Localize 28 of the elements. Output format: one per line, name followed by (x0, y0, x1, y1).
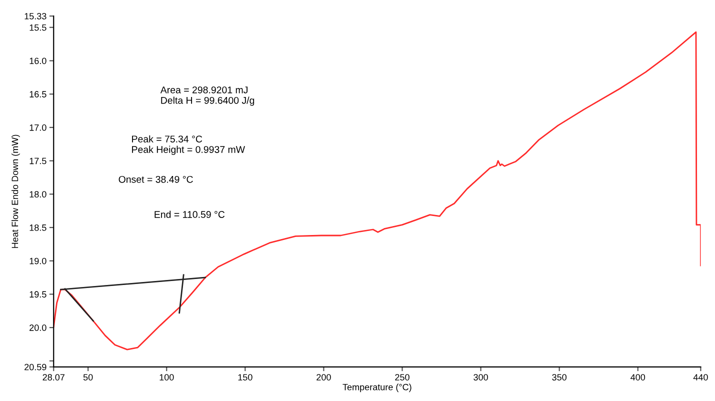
y-tick-label: 17.0 (30, 124, 46, 131)
annotation: Peak = 75.34 °C Peak Height = 0.9937 mW (132, 135, 245, 155)
y-tick-label: 20.59 (24, 364, 46, 370)
y-tick-label: 20.0 (30, 324, 46, 331)
x-tick-label: 100 (160, 374, 174, 380)
y-tick-label: 16.5 (30, 91, 46, 98)
y-tick-label: 15.5 (30, 24, 46, 31)
x-tick-label: 300 (474, 374, 488, 380)
y-tick-label: 17.5 (30, 158, 46, 164)
x-tick-label: 150 (238, 374, 252, 380)
x-tick-label: 200 (316, 374, 331, 380)
y-tick-label: 15.33 (24, 13, 46, 20)
x-tick-label: 440 (693, 374, 708, 380)
annotation: Area = 298.9201 mJ Delta H = 99.6400 J/g (160, 86, 254, 106)
x-axis-title: Temperature (°C) (342, 384, 412, 392)
annotation: Onset = 38.49 °C (118, 176, 193, 183)
y-tick-label: 19.0 (30, 258, 46, 264)
x-tick-label: 350 (552, 374, 567, 380)
y-tick-label: 16.0 (30, 58, 46, 64)
x-tick-label: 250 (395, 374, 410, 380)
y-tick-label: 18.0 (30, 191, 46, 198)
x-tick-label: 28.07 (42, 374, 64, 380)
annotation: End = 110.59 °C (154, 210, 225, 218)
x-tick-label: 50 (83, 374, 93, 380)
y-tick-label: 18.5 (30, 224, 46, 231)
x-tick-label: 400 (630, 374, 646, 380)
y-tick-label: 19.5 (30, 291, 46, 298)
y-axis-title: Heat Flow Endo Down (mW) (12, 134, 20, 248)
